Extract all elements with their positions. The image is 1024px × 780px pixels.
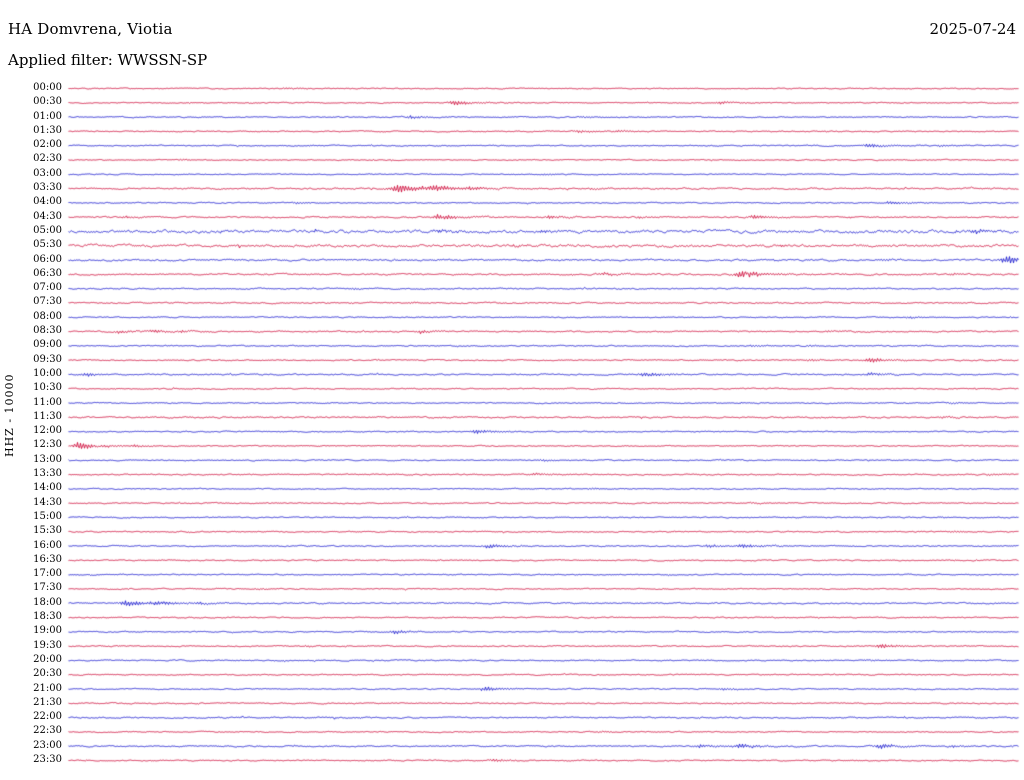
date-label: 2025-07-24 [929,20,1016,38]
station-title: HA Domvrena, Viotia [8,20,173,38]
helicorder-traces-canvas [0,80,1024,770]
applied-filter-label: Applied filter: WWSSN-SP [8,51,208,69]
